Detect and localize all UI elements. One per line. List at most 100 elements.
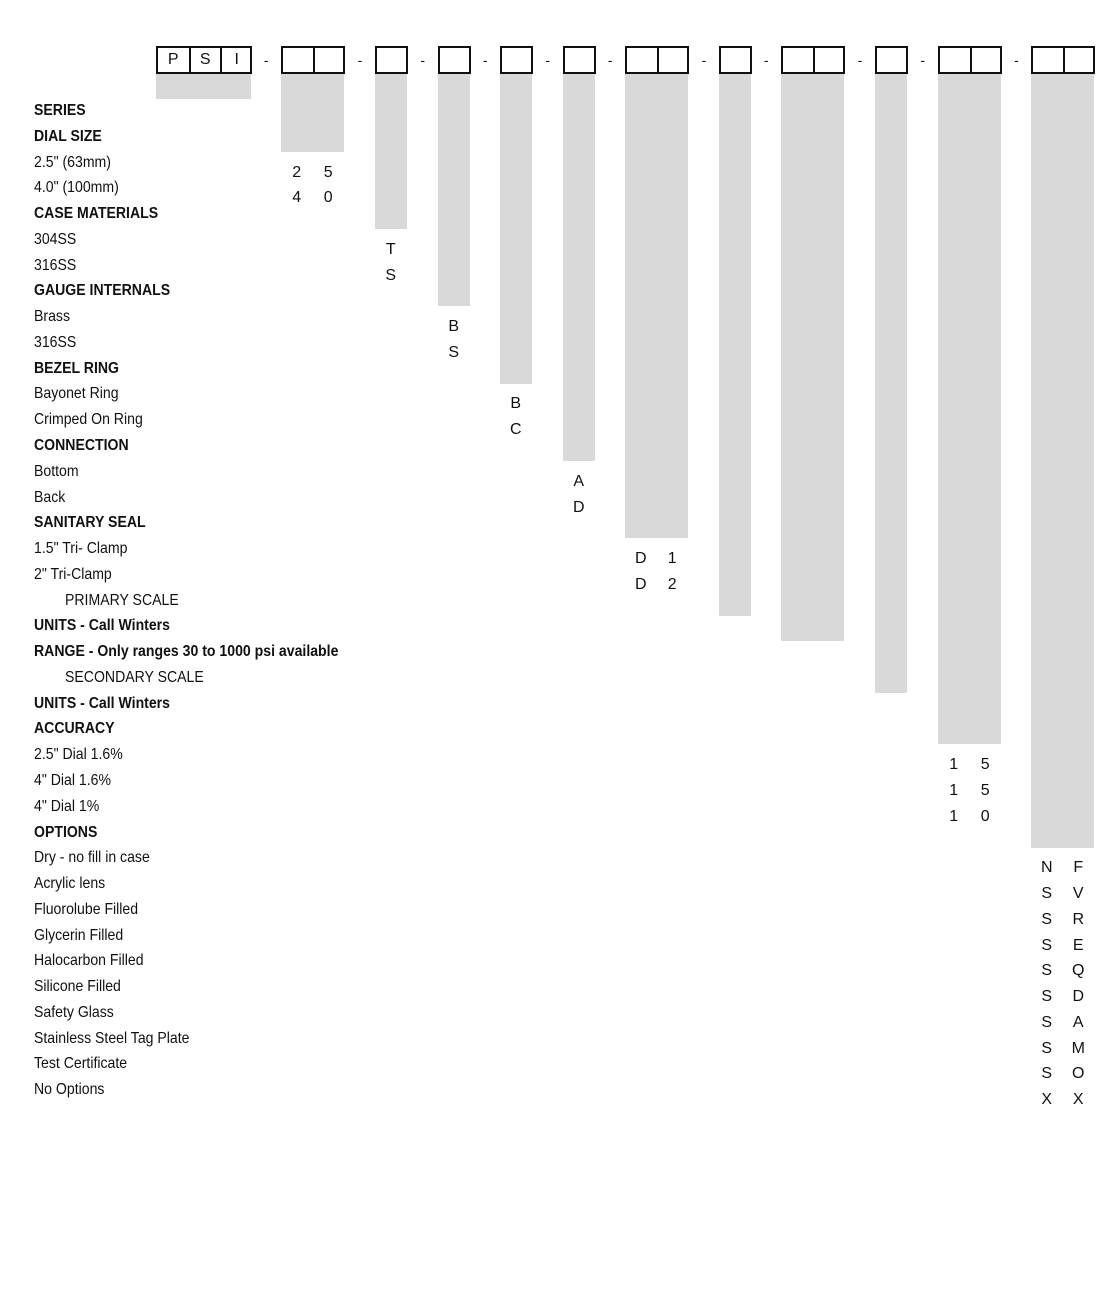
code-entry-box[interactable] (563, 46, 596, 74)
option-code: A (1072, 1013, 1084, 1031)
option-code: 0 (980, 807, 990, 825)
separator-dash: - (420, 52, 426, 68)
option-label: 2.5" Dial 1.6% (34, 746, 123, 764)
code-entry-box[interactable] (719, 46, 752, 74)
code-entry-box[interactable] (281, 46, 345, 74)
option-label: Stainless Steel Tag Plate (34, 1029, 190, 1047)
option-code: N (1040, 859, 1053, 877)
option-label: 2" Tri-Clamp (34, 565, 112, 583)
box-divider (312, 48, 315, 72)
option-code: 5 (980, 782, 990, 800)
column-bar (281, 74, 344, 152)
code-entry-box[interactable] (938, 46, 1002, 74)
column-bar (625, 74, 688, 539)
option-label: 2.5" (63mm) (34, 153, 111, 171)
option-label: PRIMARY SCALE (65, 591, 179, 609)
code-entry-box[interactable] (1031, 46, 1095, 74)
option-code: M (1071, 1039, 1085, 1057)
option-label: Silicone Filled (34, 978, 121, 996)
option-code: 4 (292, 189, 302, 207)
option-code: 1 (949, 756, 959, 774)
option-code: S (1041, 988, 1053, 1006)
option-label: Safety Glass (34, 1003, 114, 1021)
option-code: O (1072, 1065, 1085, 1083)
option-label: Halocarbon Filled (34, 952, 144, 970)
separator-dash: - (545, 52, 551, 68)
option-label: 4" Dial 1% (34, 797, 100, 815)
option-code: V (1072, 885, 1084, 903)
option-code: 1 (667, 550, 677, 568)
option-code: S (1041, 1013, 1053, 1031)
separator-dash: - (763, 52, 769, 68)
option-code: 0 (323, 189, 333, 207)
option-code: S (1041, 910, 1053, 928)
option-label: 316SS (34, 333, 77, 351)
column-bar (375, 74, 407, 230)
separator-dash: - (263, 52, 269, 68)
section-heading: CASE MATERIALS (34, 205, 159, 223)
option-label: 4" Dial 1.6% (34, 772, 111, 790)
code-entry-box[interactable] (500, 46, 533, 74)
option-code: Q (1072, 962, 1085, 980)
option-label: Fluorolube Filled (34, 900, 139, 918)
column-bar (500, 74, 532, 384)
option-label: Dry - no fill in case (34, 849, 150, 867)
option-code: E (1072, 936, 1084, 954)
option-code: D (1072, 988, 1085, 1006)
code-entry-box[interactable] (438, 46, 471, 74)
box-divider (1062, 48, 1065, 72)
option-code: D (634, 550, 647, 568)
option-code: 1 (949, 807, 959, 825)
option-code: S (1041, 936, 1053, 954)
section-heading: BEZEL RING (34, 359, 120, 377)
option-label: 304SS (34, 230, 77, 248)
section-heading: UNITS - Call Winters (34, 694, 171, 712)
code-entry-box[interactable] (781, 46, 845, 74)
option-code: D (634, 575, 647, 593)
section-heading: CONNECTION (34, 437, 129, 454)
option-code: X (1072, 1091, 1084, 1109)
option-label: Crimped On Ring (34, 411, 143, 429)
code-entry-box[interactable] (375, 46, 408, 74)
separator-dash: - (920, 52, 926, 68)
option-code: F (1073, 859, 1084, 877)
prefix-letter: P (167, 51, 179, 68)
option-code: R (1072, 910, 1085, 928)
option-label: 1.5" Tri- Clamp (34, 540, 128, 558)
column-bar (781, 74, 844, 642)
option-code: T (385, 240, 396, 258)
option-code: 5 (323, 163, 333, 181)
section-heading: SANITARY SEAL (34, 514, 146, 532)
option-code: X (1041, 1091, 1053, 1109)
option-label: Test Certificate (34, 1055, 128, 1073)
option-code: 1 (949, 782, 959, 800)
prefix-letter: I (220, 48, 252, 72)
option-label: Back (34, 488, 66, 506)
column-bar (875, 74, 907, 693)
section-heading: GAUGE INTERNALS (34, 282, 171, 300)
option-code: 5 (980, 756, 990, 774)
option-code: B (448, 318, 460, 336)
option-code: S (1041, 1065, 1053, 1083)
option-code: C (509, 421, 522, 439)
section-heading: RANGE - Only ranges 30 to 1000 psi avail… (34, 643, 339, 661)
box-divider (812, 48, 815, 72)
section-heading: SERIES (34, 102, 86, 119)
code-entry-box[interactable] (875, 46, 908, 74)
column-bar (719, 74, 751, 616)
column-bar (1031, 74, 1094, 848)
column-bar (563, 74, 595, 461)
option-label: Glycerin Filled (34, 926, 124, 944)
option-code: S (1041, 885, 1053, 903)
prefix-bar (156, 74, 251, 99)
option-code: S (385, 266, 397, 284)
box-divider (656, 48, 659, 72)
code-entry-box[interactable] (625, 46, 689, 74)
section-heading: ACCURACY (34, 720, 115, 738)
option-code: D (572, 498, 585, 516)
separator-dash: - (857, 52, 863, 68)
option-label: No Options (34, 1081, 105, 1099)
option-label: 4.0" (100mm) (34, 179, 119, 197)
